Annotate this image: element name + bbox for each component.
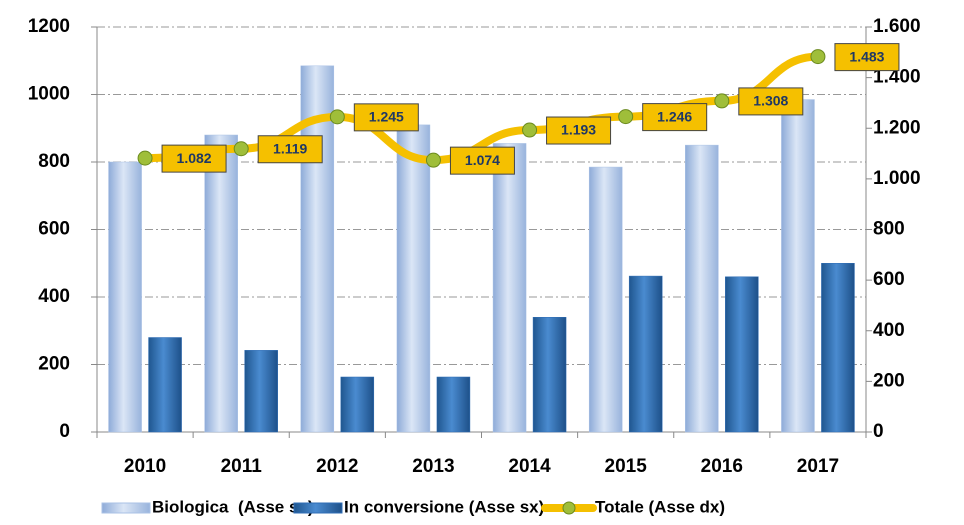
y-tick-label: 800 — [38, 151, 70, 172]
bar — [821, 263, 855, 433]
marker — [329, 109, 345, 125]
value-label: 1.308 — [753, 93, 788, 109]
marker — [137, 150, 153, 166]
x-tick-label: 2017 — [797, 456, 839, 477]
legend-label: Totale (Asse dx) — [595, 497, 725, 516]
legend-label: Biologica (Asse sx) — [152, 497, 314, 516]
y-tick-label: 600 — [38, 219, 70, 240]
bar — [685, 144, 719, 433]
bar — [148, 337, 182, 433]
value-label-box — [449, 146, 515, 175]
value-label: 1.119 — [273, 140, 307, 156]
y2-tick-label: 1.400 — [873, 67, 921, 88]
x-tick-label: 2011 — [221, 456, 263, 477]
value-label-box — [834, 43, 900, 72]
marker — [810, 49, 826, 65]
value-label-box — [161, 144, 227, 173]
y-tick-label: 200 — [38, 354, 70, 375]
value-label: 1.082 — [177, 150, 212, 166]
bar — [340, 376, 375, 433]
value-label-box — [642, 103, 708, 132]
marker — [425, 152, 441, 168]
x-tick-label: 2014 — [508, 456, 551, 477]
bar — [300, 65, 335, 433]
value-label: 1.246 — [657, 108, 692, 124]
bar — [725, 276, 759, 433]
bar — [396, 124, 431, 433]
bar — [244, 350, 278, 433]
x-tick-label: 2016 — [701, 456, 743, 477]
y-tick-label: 1200 — [28, 16, 70, 37]
legend-marker — [562, 501, 576, 515]
y-tick-label: 0 — [59, 421, 70, 442]
y2-tick-label: 800 — [873, 219, 905, 240]
y2-tick-label: 0 — [873, 421, 884, 442]
marker — [618, 109, 634, 125]
y-tick-label: 400 — [38, 286, 70, 307]
value-label-box — [738, 87, 804, 116]
value-label-box — [546, 116, 612, 145]
y2-tick-label: 1.600 — [873, 16, 921, 37]
value-label: 1.074 — [465, 152, 500, 168]
bar — [628, 275, 663, 433]
value-label: 1.193 — [561, 122, 596, 138]
y2-tick-label: 1.200 — [873, 117, 921, 138]
x-tick-label: 2013 — [412, 456, 454, 477]
value-label: 1.483 — [849, 48, 884, 64]
y2-tick-label: 200 — [873, 370, 905, 391]
y-tick-label: 1000 — [28, 84, 70, 105]
bar — [588, 166, 623, 433]
bar — [436, 376, 471, 433]
bar — [492, 143, 527, 433]
legend-label: In conversione (Asse sx) — [344, 497, 544, 516]
y2-tick-label: 1.000 — [873, 168, 921, 189]
value-label-box — [353, 103, 419, 132]
bar — [204, 134, 238, 433]
x-tick-label: 2010 — [124, 456, 166, 477]
marker — [714, 93, 730, 109]
x-tick-label: 2012 — [316, 456, 358, 477]
bar — [781, 99, 815, 433]
legend-swatch — [293, 502, 343, 514]
marker — [233, 141, 249, 157]
bar — [532, 317, 567, 433]
bar — [108, 161, 142, 433]
marker — [522, 122, 538, 138]
y2-tick-label: 400 — [873, 320, 905, 341]
x-tick-label: 2015 — [605, 456, 648, 477]
y2-tick-label: 600 — [873, 269, 905, 290]
legend-swatch — [101, 502, 151, 514]
value-label: 1.245 — [369, 109, 404, 125]
value-label-box — [257, 135, 323, 164]
